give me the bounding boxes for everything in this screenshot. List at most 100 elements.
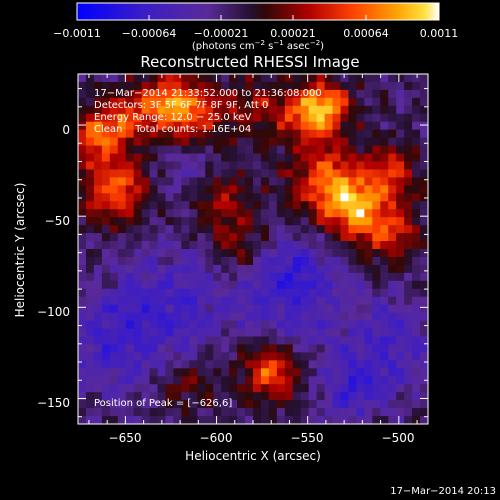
heatmap-cell — [133, 376, 143, 385]
heatmap-cell — [292, 74, 302, 83]
heatmap-cell — [245, 177, 254, 186]
heatmap-cell — [388, 368, 397, 377]
heatmap-cell — [117, 209, 127, 218]
heatmap-cell — [412, 89, 421, 99]
heatmap-cell — [85, 320, 95, 330]
heatmap-cell — [173, 81, 182, 91]
heatmap-cell — [396, 368, 405, 377]
heatmap-cell — [308, 264, 318, 274]
heatmap-cell — [404, 344, 413, 353]
heatmap-cell — [364, 145, 373, 155]
heatmap-cell — [364, 400, 373, 409]
heatmap-cell — [173, 169, 182, 178]
heatmap-cell — [268, 129, 278, 139]
heatmap-cell — [292, 105, 302, 115]
heatmap-cell — [173, 137, 182, 147]
heatmap-cell — [284, 368, 294, 377]
heatmap-cell — [229, 408, 238, 417]
heatmap-cell — [380, 304, 389, 314]
heatmap-cell — [324, 169, 334, 178]
heatmap-cell — [245, 280, 254, 290]
heatmap-cell — [173, 177, 182, 186]
heatmap-cell — [356, 153, 365, 163]
heatmap-cell — [93, 344, 103, 353]
heatmap-cell — [268, 344, 278, 353]
heatmap-cell — [284, 137, 294, 147]
heatmap-cell — [85, 225, 95, 234]
heatmap-cell — [197, 185, 206, 194]
heatmap-cell — [260, 296, 270, 306]
heatmap-cell — [396, 193, 405, 202]
heatmap-cell — [420, 81, 428, 91]
heatmap-cell — [149, 288, 159, 298]
heatmap-cell — [101, 169, 111, 178]
heatmap-cell — [380, 249, 389, 258]
heatmap-cell — [308, 241, 318, 250]
heatmap-cell — [141, 225, 151, 234]
heatmap-cell — [117, 145, 127, 155]
heatmap-cell — [213, 264, 222, 274]
heatmap-cell — [117, 296, 127, 306]
heatmap-cell — [316, 392, 326, 401]
heatmap-cell — [364, 288, 373, 298]
heatmap-cell — [308, 209, 318, 218]
heatmap-cell — [340, 113, 350, 123]
colorbar-gradient — [76, 2, 440, 21]
heatmap-cell — [380, 121, 389, 131]
heatmap-cell — [165, 400, 175, 409]
heatmap-cell — [253, 177, 262, 186]
heatmap-cell — [260, 249, 270, 258]
heatmap-cell — [324, 105, 334, 115]
heatmap-cell — [229, 161, 238, 171]
heatmap-cell — [181, 233, 190, 242]
heatmap-cell — [78, 416, 87, 424]
heatmap-cell — [388, 416, 397, 424]
heatmap-cell — [253, 209, 262, 218]
heatmap-cell — [229, 74, 238, 83]
heatmap-cell — [260, 201, 270, 210]
heatmap-cell — [332, 376, 342, 385]
heatmap-cell — [205, 400, 214, 409]
heatmap-cell — [260, 288, 270, 298]
heatmap-cell — [260, 400, 270, 409]
heatmap-cell — [380, 217, 389, 226]
heatmap-cell — [253, 360, 262, 369]
heatmap-cell — [284, 392, 294, 401]
heatmap-cell — [213, 89, 222, 99]
heatmap-cell — [420, 97, 428, 107]
heatmap-cell — [364, 89, 373, 99]
heatmap-cell — [420, 209, 428, 218]
heatmap-cell — [181, 408, 190, 417]
heatmap-cell — [372, 201, 381, 210]
heatmap-cell — [268, 161, 278, 171]
heatmap-cell — [380, 97, 389, 107]
heatmap-cell — [229, 97, 238, 107]
heatmap-cell — [125, 304, 135, 314]
heatmap-cell — [372, 296, 381, 306]
heatmap-cell — [308, 89, 318, 99]
heatmap-cell — [149, 352, 159, 361]
heatmap-cell — [109, 153, 119, 163]
heatmap-cell — [181, 241, 190, 250]
heatmap-cell — [78, 169, 87, 178]
heatmap-cell — [173, 185, 182, 194]
heatmap-cell — [149, 97, 159, 107]
heatmap-cell — [173, 272, 182, 282]
heatmap-cell — [300, 97, 310, 107]
heatmap-cell — [181, 368, 190, 377]
heatmap-cell — [316, 153, 326, 163]
heatmap-cell — [101, 296, 111, 306]
heatmap-cell — [181, 217, 190, 226]
heatmap-cell — [78, 129, 87, 139]
heatmap-cell — [205, 161, 214, 171]
heatmap-cell — [268, 352, 278, 361]
heatmap-cell — [213, 201, 222, 210]
heatmap-cell — [78, 217, 87, 226]
heatmap-cell — [404, 384, 413, 393]
heatmap-cell — [308, 408, 318, 417]
heatmap-cell — [78, 177, 87, 186]
heatmap-cell — [276, 360, 286, 369]
heatmap-cell — [197, 320, 206, 330]
heatmap-cell — [260, 304, 270, 314]
